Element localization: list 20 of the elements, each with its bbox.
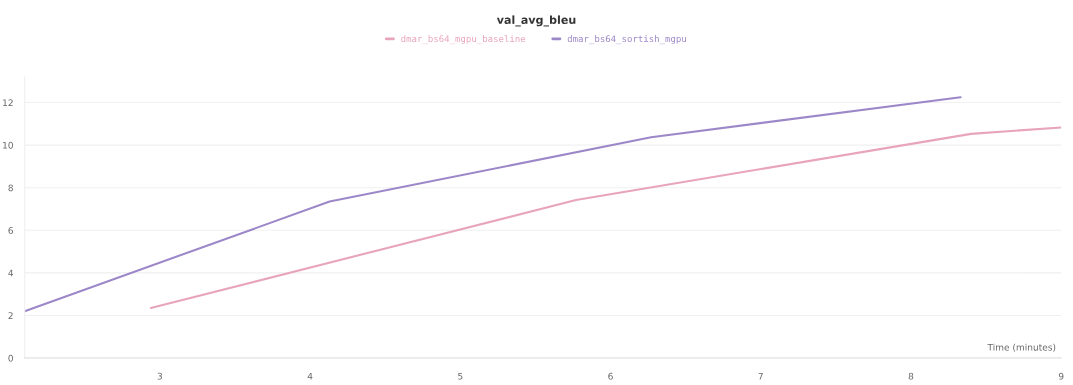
y-tick-label: 4 (8, 269, 14, 277)
y-tick-label: 8 (8, 184, 13, 192)
y-tick-label: 0 (8, 354, 13, 362)
legend-label: dmar_bs64_mgpu_baseline (401, 35, 526, 45)
legend-label: dmar_bs64_sortish_mgpu (567, 35, 686, 45)
y-tick-label: 10 (3, 141, 13, 149)
x-tick-label: 8 (908, 372, 914, 380)
x-tick-label: 9 (1058, 372, 1064, 380)
x-tick-label: 6 (608, 372, 613, 380)
x-tick-label: 7 (758, 372, 763, 380)
x-tick-label: 5 (458, 372, 463, 380)
chart-title: val_avg_bleu (496, 15, 576, 27)
line-series (149, 126, 1062, 310)
y-tick-label: 6 (8, 227, 13, 234)
x-tick-label: 4 (307, 372, 313, 380)
y-tick-label: 2 (8, 312, 13, 319)
x-axis-title: Time (minutes) (987, 343, 1056, 352)
line-series (24, 96, 962, 313)
x-tick-label: 3 (157, 372, 163, 380)
y-tick-label: 12 (3, 99, 13, 106)
